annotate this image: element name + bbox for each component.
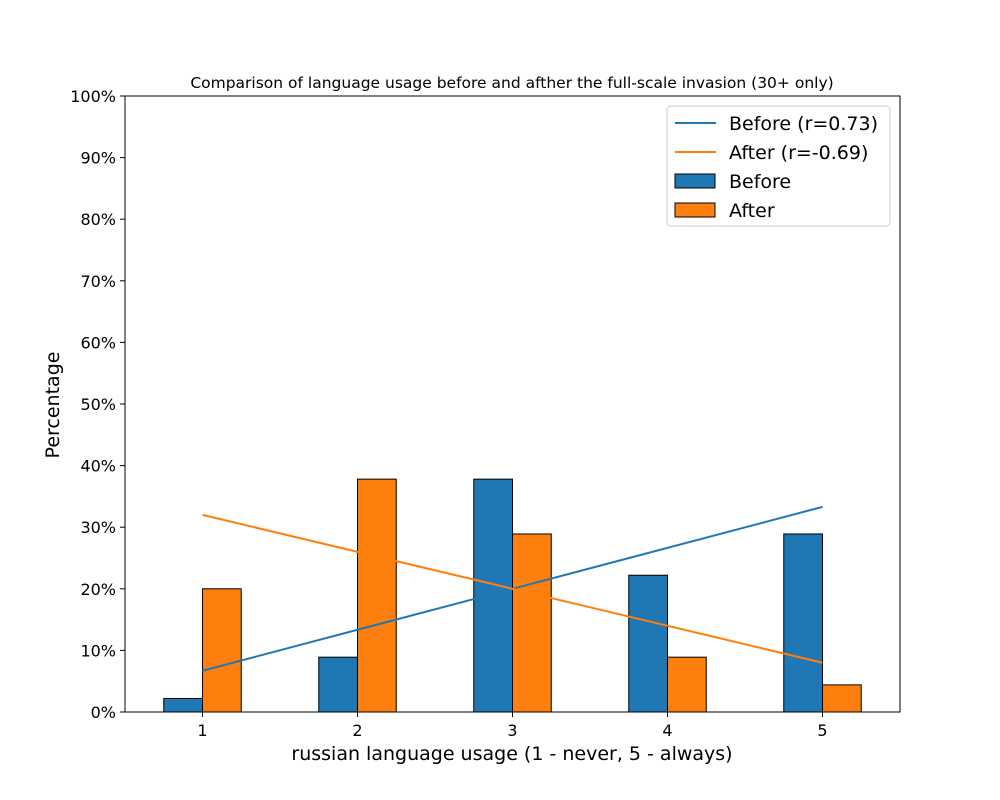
y-tick-label: 10%	[80, 641, 116, 660]
bar-after-2	[357, 478, 397, 713]
bar-before-4	[628, 574, 668, 713]
y-tick-label: 90%	[80, 149, 116, 168]
y-tick-label: 60%	[80, 333, 116, 352]
legend-box	[666, 105, 891, 227]
x-axis-label: russian language usage (1 - never, 5 - a…	[291, 743, 732, 765]
legend-patch-swatch	[674, 173, 716, 189]
legend-patch-swatch	[674, 202, 716, 218]
y-tick-label: 80%	[80, 210, 116, 229]
y-tick-label: 20%	[80, 580, 116, 599]
legend: Before (r=0.73) After (r=-0.69) Before Afte…	[666, 105, 891, 227]
y-tick-label: 50%	[80, 395, 116, 414]
y-tick-label: 30%	[80, 518, 116, 537]
bar-after-1	[202, 588, 242, 713]
y-tick-label: 40%	[80, 457, 116, 476]
legend-label: After (r=-0.69)	[729, 142, 868, 164]
bar-before-3	[473, 478, 513, 713]
y-axis-label: Percentage	[42, 352, 64, 459]
bar-after-4	[667, 656, 707, 713]
legend-label: Before	[729, 171, 791, 193]
x-tick-label: 2	[352, 721, 362, 740]
legend-label: After	[729, 200, 775, 222]
bar-before-5	[783, 533, 823, 713]
y-tick-label: 70%	[80, 272, 116, 291]
trend-line-after	[202, 513, 823, 664]
x-tick-label: 1	[197, 721, 207, 740]
chart-title: Comparison of language usage before and …	[190, 74, 833, 92]
bar-after-5	[822, 684, 862, 713]
legend-label: Before (r=0.73)	[729, 113, 878, 135]
plot-area: 0% 10% 20% 30% 40% 50% 60% 70% 80% 90% 100% 1 2 3 4 5	[70, 87, 901, 740]
x-tick-label: 5	[817, 721, 827, 740]
x-tick-label: 3	[507, 721, 517, 740]
bar-after-3	[512, 533, 552, 713]
bar-before-2	[318, 656, 358, 713]
y-tick-label: 100%	[70, 87, 116, 106]
x-tick-label: 4	[662, 721, 672, 740]
y-tick-label: 0%	[91, 703, 116, 722]
bar-before-1	[163, 697, 203, 713]
